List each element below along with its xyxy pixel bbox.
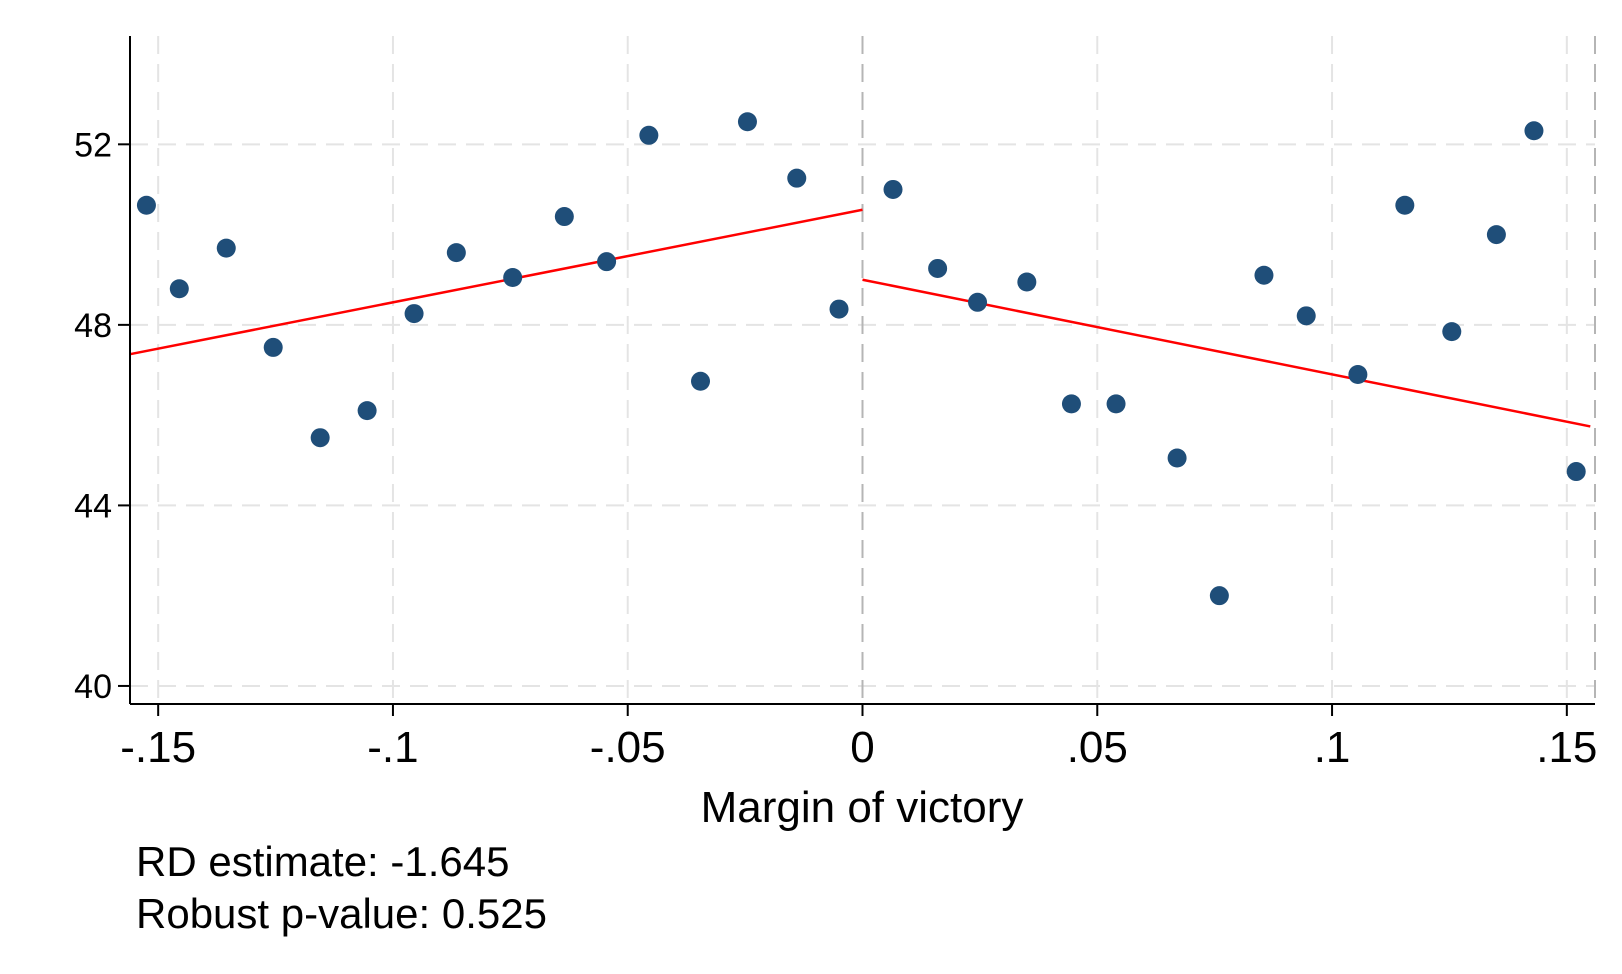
data-point <box>968 292 988 312</box>
data-point <box>554 207 574 227</box>
data-point <box>883 179 903 199</box>
data-point <box>1395 195 1415 215</box>
axes <box>118 36 1595 716</box>
data-point <box>787 168 807 188</box>
data-point <box>446 243 466 263</box>
data-point <box>1254 265 1274 285</box>
x-tick-label: .1 <box>1314 723 1351 772</box>
fit-line-left <box>129 208 863 356</box>
data-point <box>691 371 711 391</box>
x-tick-label: -.15 <box>120 723 196 772</box>
data-point <box>263 337 283 357</box>
data-point <box>1486 225 1506 245</box>
data-point <box>928 258 948 278</box>
data-point <box>169 279 189 299</box>
data-point <box>1442 322 1462 342</box>
y-tick-label: 52 <box>74 126 112 164</box>
x-tick-label: -.1 <box>367 723 418 772</box>
data-points <box>136 112 1586 606</box>
x-tick-label: -.05 <box>590 723 666 772</box>
x-tick-label: 0 <box>850 723 874 772</box>
data-point <box>503 267 523 287</box>
data-point <box>404 304 424 324</box>
data-point <box>1566 462 1586 482</box>
fit-lines <box>129 208 1591 428</box>
data-point <box>357 401 377 421</box>
grid-layer <box>129 36 1596 704</box>
x-tick-label: .15 <box>1536 723 1597 772</box>
x-axis-title: Margin of victory <box>701 783 1024 832</box>
data-point <box>310 428 330 448</box>
data-point <box>1348 365 1368 385</box>
data-point <box>639 125 659 145</box>
data-point <box>829 299 849 319</box>
data-point <box>597 252 617 272</box>
data-point <box>1524 121 1544 141</box>
data-point <box>1106 394 1126 414</box>
data-point <box>1209 586 1229 606</box>
data-point <box>1296 306 1316 326</box>
rd-estimate-note: RD estimate: -1.645 <box>136 838 510 885</box>
chart-text: Margin of victory RD estimate: -1.645 Ro… <box>74 126 1597 937</box>
data-point <box>136 195 156 215</box>
x-tick-label: .05 <box>1067 723 1128 772</box>
data-point <box>216 238 236 258</box>
data-point <box>1167 448 1187 468</box>
robust-p-value-note: Robust p-value: 0.525 <box>136 890 547 937</box>
data-point <box>1061 394 1081 414</box>
y-tick-label: 44 <box>74 487 112 525</box>
y-tick-label: 48 <box>74 307 112 345</box>
data-point <box>737 112 757 132</box>
y-tick-label: 40 <box>74 668 112 706</box>
data-point <box>1017 272 1037 292</box>
